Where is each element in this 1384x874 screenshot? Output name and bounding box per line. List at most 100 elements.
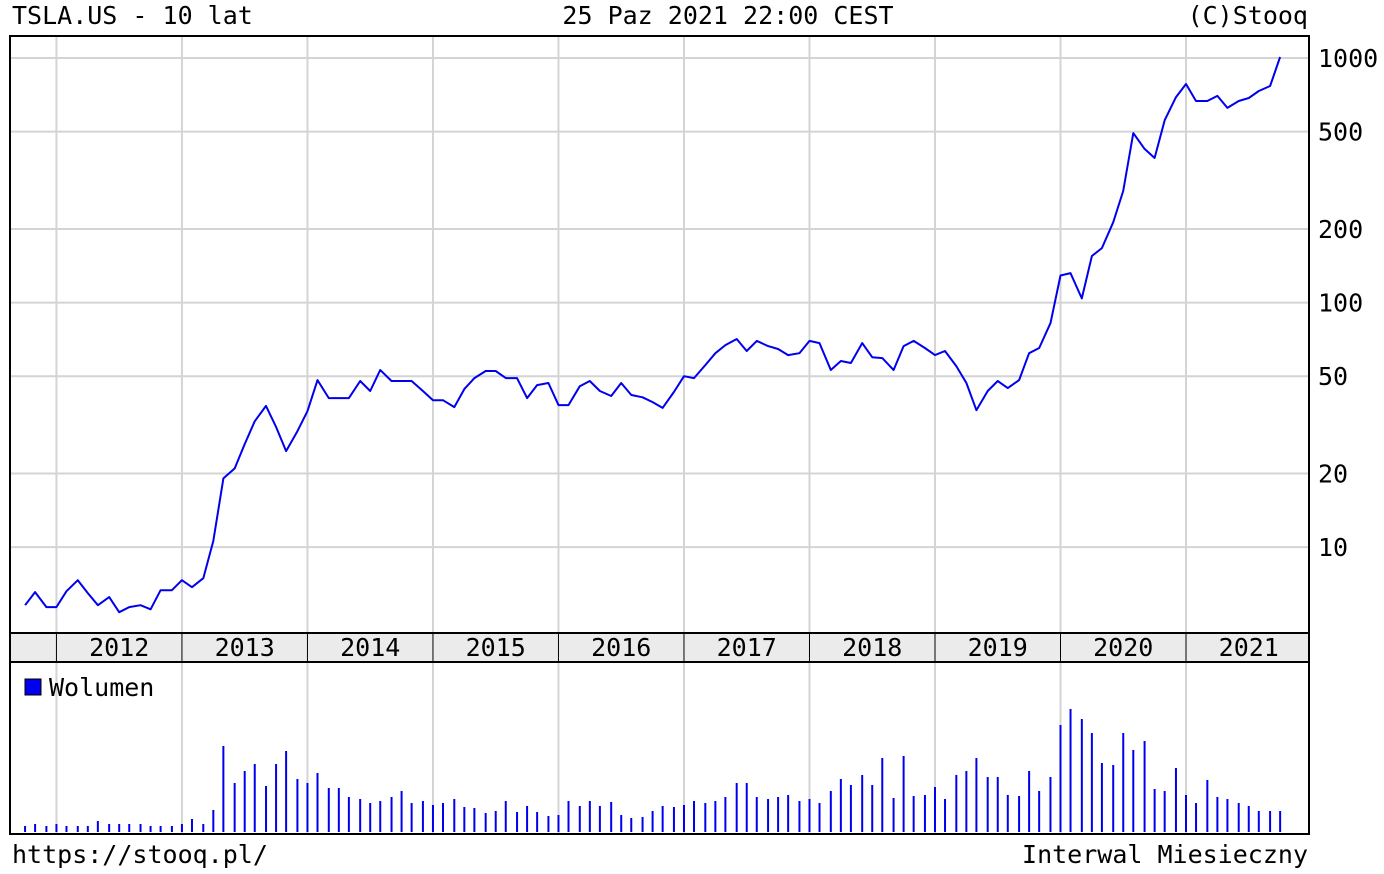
volume-bar: [1049, 777, 1052, 832]
volume-bar: [159, 826, 162, 832]
volume-bar: [139, 824, 142, 832]
volume-bar: [682, 805, 685, 832]
volume-bar: [767, 799, 770, 832]
volume-bar: [442, 803, 444, 832]
volume-bar: [327, 788, 330, 832]
copyright: (C)Stooq: [1188, 1, 1308, 30]
volume-bar: [421, 801, 424, 832]
volume-bar: [222, 746, 225, 832]
volume-bar: [369, 803, 372, 832]
volume-bar: [1080, 719, 1083, 832]
volume-bar: [933, 787, 936, 832]
volume-bar: [567, 801, 570, 832]
legend-swatch: [24, 678, 42, 696]
volume-bar: [390, 797, 393, 832]
volume-bar: [1237, 803, 1240, 832]
volume-bar: [1226, 799, 1229, 832]
volume-bar: [1028, 771, 1031, 832]
x-tick-label: 2018: [842, 633, 902, 662]
volume-bar: [714, 801, 717, 832]
volume-bar: [316, 773, 319, 832]
volume-bar: [516, 812, 519, 832]
volume-bar: [1153, 789, 1156, 832]
volume-bar: [610, 802, 613, 832]
volume-bar: [808, 799, 811, 832]
volume-bar: [1143, 741, 1146, 832]
footer-interval: Interwal Miesieczny: [1022, 840, 1308, 869]
volume-bar: [86, 826, 89, 832]
volume-bar: [923, 795, 926, 832]
volume-bar: [359, 799, 362, 832]
volume-bar: [1195, 803, 1198, 832]
x-tick-label: 2015: [466, 633, 526, 662]
volume-bar: [1018, 796, 1021, 832]
volume-bar: [641, 817, 644, 832]
volume-bar: [296, 779, 299, 832]
volume-bar: [578, 806, 581, 832]
volume-bar: [212, 810, 215, 832]
volume-bar: [944, 799, 947, 832]
volume-bar: [463, 807, 466, 832]
volume-bar: [1132, 750, 1135, 832]
volume-bar: [1100, 763, 1103, 832]
price-line: [24, 56, 1282, 614]
volume-bar: [839, 779, 842, 832]
volume-bar: [1257, 811, 1260, 832]
volume-bar: [484, 813, 487, 832]
volume-bar: [651, 811, 654, 832]
chart-title: TSLA.US - 10 lat: [12, 1, 253, 30]
volume-bar: [965, 771, 968, 832]
volume-bar: [661, 806, 664, 832]
volume-bar: [735, 783, 738, 832]
volume-bar: [306, 783, 309, 832]
volume-bar: [76, 826, 79, 832]
volume-bar: [1006, 795, 1009, 832]
volume-bar: [347, 797, 350, 832]
volume-bar: [693, 801, 696, 832]
volume-bar: [724, 797, 727, 832]
volume-bar: [253, 764, 256, 832]
volume-bar: [400, 791, 403, 832]
price-frame: [9, 35, 1310, 663]
volume-bar: [243, 771, 246, 832]
volume-bar: [1038, 791, 1041, 832]
volume-bar: [1269, 811, 1272, 832]
volume-bar: [892, 798, 895, 832]
y-tick-label: 10: [1318, 533, 1348, 562]
volume-bar: [861, 775, 864, 832]
volume-bar: [1112, 765, 1115, 832]
volume-bar: [902, 756, 905, 832]
x-tick-label: 2016: [591, 633, 651, 662]
volume-bar: [1216, 797, 1219, 832]
volume-bar: [745, 783, 748, 832]
volume-bar: [128, 824, 131, 832]
x-tick-label: 2019: [968, 633, 1028, 662]
volume-bar: [755, 797, 758, 832]
volume-bar: [190, 819, 193, 832]
volume-bar: [912, 796, 915, 832]
volume-bar: [547, 816, 550, 832]
volume-bar: [431, 805, 434, 832]
volume-bar: [34, 824, 37, 832]
volume-bar: [1185, 795, 1188, 832]
volume-bar: [1069, 709, 1072, 832]
volume-bar: [1163, 791, 1166, 832]
volume-bar: [379, 801, 382, 832]
volume-bar: [620, 815, 623, 832]
volume-bar: [1059, 725, 1062, 832]
x-tick-label: 2017: [717, 633, 777, 662]
y-tick-label: 500: [1318, 118, 1363, 147]
y-tick-label: 1000: [1318, 44, 1378, 73]
footer-url: https://stooq.pl/: [12, 840, 268, 869]
volume-bar: [337, 788, 340, 832]
volume-bar: [1122, 733, 1125, 832]
volume-bar: [829, 791, 832, 832]
volume-bar: [65, 826, 68, 832]
volume-bar: [630, 818, 633, 832]
x-tick-label: 2021: [1219, 633, 1279, 662]
volume-bar: [798, 801, 801, 832]
volume-bar: [849, 785, 852, 832]
volume-bar: [955, 775, 958, 832]
volume-bar: [504, 801, 507, 832]
